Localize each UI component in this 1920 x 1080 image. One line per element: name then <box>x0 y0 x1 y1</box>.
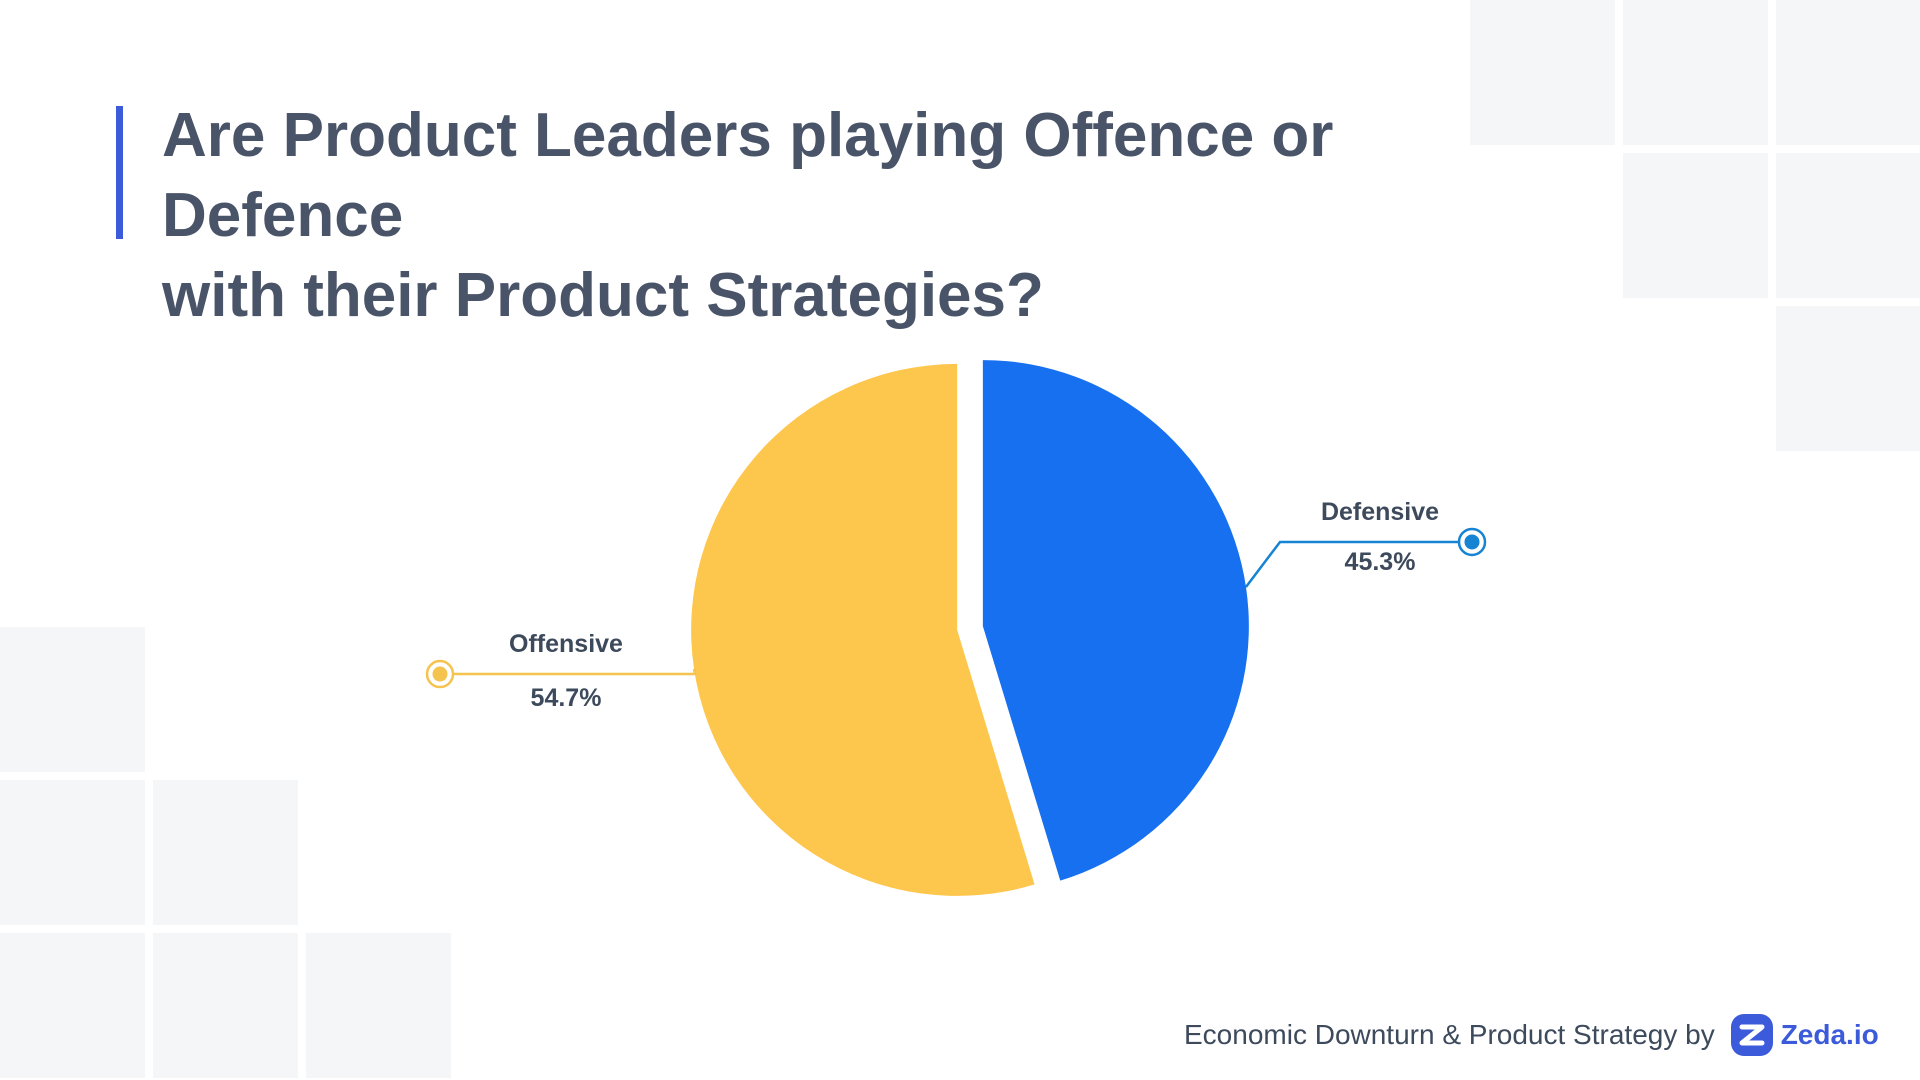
background-tile <box>306 933 451 1078</box>
slice-label-offensive: Offensive <box>509 630 623 658</box>
background-tile <box>153 780 298 925</box>
background-tile <box>1776 153 1920 298</box>
page-title-line-1: Are Product Leaders playing Offence or D… <box>162 101 1334 250</box>
pie-labels: Defensive 45.3% Offensive 54.7% <box>509 498 1439 712</box>
pie-slices <box>691 360 1249 896</box>
pie-slice-offensive <box>691 363 1035 896</box>
leader-marker-dot <box>432 666 448 682</box>
leader-line-defensive <box>1244 540 1472 588</box>
page-title-line-2: with their Product Strategies? <box>162 261 1044 330</box>
footer-text: Economic Downturn & Product Strategy by <box>1184 1019 1715 1050</box>
background-tile <box>1776 0 1920 145</box>
background-tile <box>1470 0 1615 145</box>
pie-leader-lines <box>425 527 1487 689</box>
slice-value-defensive: 45.3% <box>1345 548 1416 576</box>
background-tile <box>1623 153 1768 298</box>
brand-logo: Zeda.io <box>1729 1012 1879 1058</box>
pie-slice-defensive <box>982 360 1249 881</box>
page-title: Are Product Leaders playing Offence or D… <box>162 96 1562 336</box>
background-tile <box>0 780 145 925</box>
leader-line-offensive <box>440 668 697 676</box>
footer: Economic Downturn & Product Strategy by … <box>1184 1012 1879 1058</box>
background-tile <box>153 933 298 1078</box>
background-tile <box>1776 306 1920 451</box>
leader-marker-dot <box>1464 534 1480 550</box>
title-accent-bar <box>116 106 123 239</box>
background-tile <box>1623 0 1768 145</box>
brand-name: Zeda.io <box>1780 1019 1879 1050</box>
background-tile <box>0 933 145 1078</box>
slice-label-defensive: Defensive <box>1321 498 1439 526</box>
zeda-logo-icon <box>1730 1014 1773 1056</box>
background-tile <box>0 627 145 772</box>
slice-value-offensive: 54.7% <box>531 684 602 712</box>
